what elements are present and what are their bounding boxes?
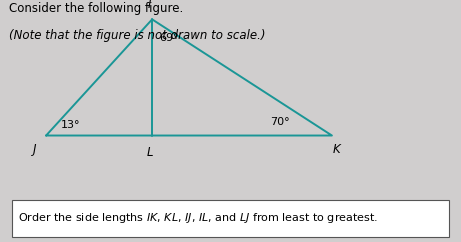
FancyBboxPatch shape	[12, 200, 449, 237]
Text: L: L	[147, 146, 153, 159]
Text: 13°: 13°	[61, 120, 80, 130]
Text: K: K	[333, 143, 340, 156]
Text: Consider the following figure.: Consider the following figure.	[9, 2, 183, 15]
Text: Order the side lengths $\mathit{IK}$, $\mathit{KL}$, $\mathit{IJ}$, $\mathit{IL}: Order the side lengths $\mathit{IK}$, $\…	[18, 212, 378, 225]
Text: I: I	[148, 0, 152, 11]
Text: J: J	[33, 143, 36, 156]
Text: 69°: 69°	[159, 33, 179, 43]
Text: 70°: 70°	[270, 117, 290, 127]
Text: (Note that the figure is not drawn to scale.): (Note that the figure is not drawn to sc…	[9, 29, 266, 42]
